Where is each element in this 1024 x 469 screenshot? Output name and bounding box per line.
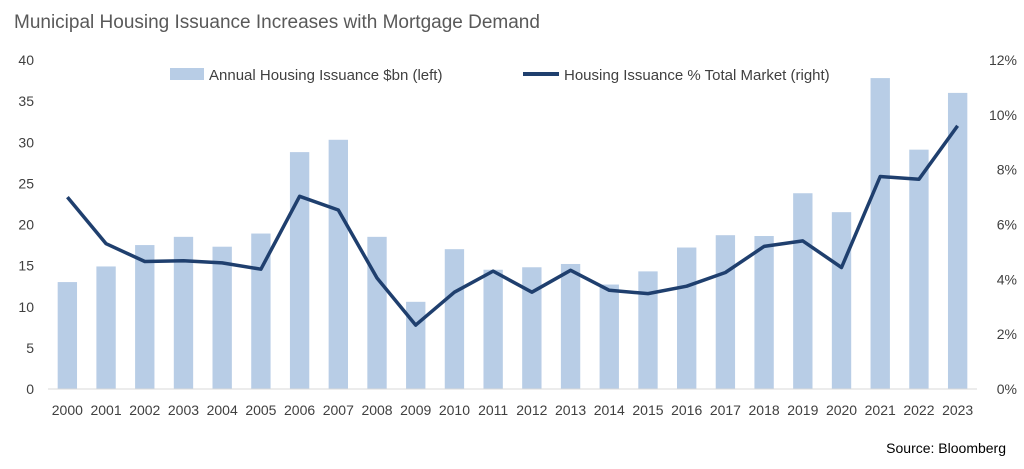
x-tick-label: 2018 <box>749 402 780 418</box>
x-tick-label: 2014 <box>594 402 625 418</box>
x-tick-label: 2005 <box>245 402 276 418</box>
y-left-tick-label: 10 <box>18 299 34 315</box>
x-tick-label: 2001 <box>90 402 121 418</box>
x-axis-ticks: 2000 2001 2002 2003 2004 2005 2006 2007 2008 2009… <box>52 402 974 418</box>
bar-2004 <box>212 246 232 389</box>
bar-2011 <box>483 269 503 389</box>
x-tick-label: 2008 <box>361 402 392 418</box>
y-left-tick-label: 35 <box>18 93 34 109</box>
y-left-tick-label: 15 <box>18 258 34 274</box>
bar-2009 <box>406 301 426 389</box>
y-right-tick-label: 10% <box>989 107 1017 123</box>
legend-bar-swatch <box>170 68 204 80</box>
bar-2017 <box>715 235 736 389</box>
line-series <box>66 124 960 327</box>
legend-bar-label: Annual Housing Issuance $bn (left) <box>209 67 442 84</box>
bar-2019 <box>793 193 813 389</box>
x-tick-label: 2013 <box>555 402 586 418</box>
bar-2005 <box>251 233 271 389</box>
bar-2002 <box>135 245 155 389</box>
x-tick-label: 2016 <box>671 402 702 418</box>
x-tick-label: 2003 <box>168 402 199 418</box>
bar-2021 <box>870 78 890 389</box>
bar-2003 <box>173 236 194 389</box>
y-left-tick-label: 20 <box>18 217 34 233</box>
y-left-tick-label: 5 <box>26 340 34 356</box>
y-right-tick-label: 12% <box>989 52 1017 68</box>
y-right-tick-label: 8% <box>997 162 1017 178</box>
x-tick-label: 2020 <box>826 402 857 418</box>
source-note: Source: Bloomberg <box>886 440 1006 456</box>
bar-2016 <box>677 247 697 389</box>
bar-2015 <box>638 271 658 389</box>
x-tick-label: 2007 <box>323 402 354 418</box>
x-tick-label: 2022 <box>903 402 934 418</box>
x-tick-label: 2023 <box>942 402 973 418</box>
y-axis-left-ticks: 0 5 10 15 20 25 30 35 40 <box>18 52 34 397</box>
x-tick-label: 2006 <box>284 402 315 418</box>
bar-2010 <box>444 249 465 389</box>
y-right-tick-label: 4% <box>997 271 1017 287</box>
x-tick-label: 2017 <box>710 402 741 418</box>
x-tick-label: 2000 <box>52 402 83 418</box>
x-tick-label: 2012 <box>516 402 547 418</box>
bar-2020 <box>831 212 852 389</box>
bar-2018 <box>754 236 774 389</box>
bar-2001 <box>96 266 116 389</box>
bar-series <box>57 78 968 390</box>
bar-2007 <box>328 139 348 389</box>
x-tick-label: 2004 <box>207 402 238 418</box>
x-tick-label: 2021 <box>865 402 896 418</box>
bar-2023 <box>947 92 968 390</box>
y-left-tick-label: 40 <box>18 52 34 68</box>
y-left-tick-label: 0 <box>26 381 34 397</box>
x-tick-label: 2015 <box>632 402 663 418</box>
bar-2000 <box>57 282 78 389</box>
x-tick-label: 2002 <box>129 402 160 418</box>
bar-2012 <box>522 267 542 389</box>
y-right-tick-label: 6% <box>997 217 1017 233</box>
x-tick-label: 2010 <box>439 402 470 418</box>
x-tick-label: 2019 <box>787 402 818 418</box>
x-tick-label: 2009 <box>400 402 431 418</box>
y-right-tick-label: 2% <box>997 326 1017 342</box>
bar-2022 <box>909 149 929 389</box>
legend: Annual Housing Issuance $bn (left) Housi… <box>170 67 830 84</box>
y-right-tick-label: 0% <box>997 381 1017 397</box>
y-left-tick-label: 30 <box>18 134 34 150</box>
bar-2006 <box>289 152 310 389</box>
y-axis-right-ticks: 0% 2% 4% 6% 8% 10% 12% <box>989 52 1017 397</box>
chart-title: Municipal Housing Issuance Increases wit… <box>14 12 540 33</box>
bar-2013 <box>560 263 581 389</box>
bar-2014 <box>599 284 619 389</box>
x-tick-label: 2011 <box>478 402 508 418</box>
bar-2008 <box>367 236 387 389</box>
y-left-tick-label: 25 <box>18 175 34 191</box>
legend-line-label: Housing Issuance % Total Market (right) <box>564 67 830 84</box>
